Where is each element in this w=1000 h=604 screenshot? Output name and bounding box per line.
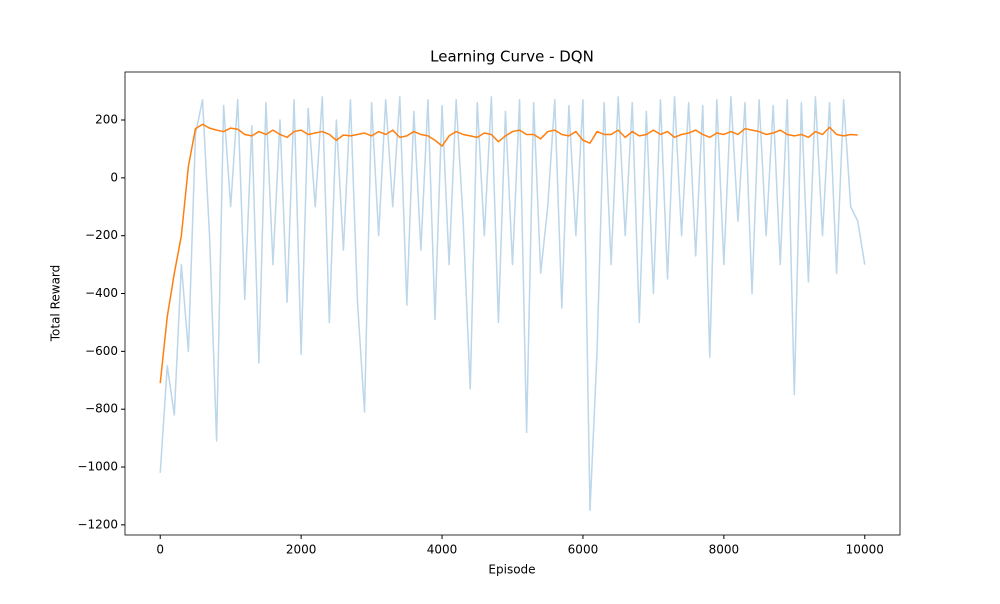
series-line [159,96,866,512]
series-line [159,123,858,384]
y-tick-label: −200 [85,228,118,242]
x-tick-label: 2000 [286,543,317,557]
y-tick-label: 0 [110,170,118,184]
y-tick-label: 200 [95,113,118,127]
plot-frame [124,71,901,536]
x-tick-label: 0 [156,543,164,557]
x-tick-label: 6000 [568,543,599,557]
x-tick-label: 4000 [427,543,458,557]
y-tick-label: −400 [85,286,118,300]
y-tick-label: −600 [85,344,118,358]
x-tick-label: 8000 [709,543,740,557]
x-axis-label: Episode [488,563,535,577]
y-tick-label: −1200 [77,517,118,531]
y-tick-label: −800 [85,402,118,416]
chart-title: Learning Curve - DQN [430,48,594,66]
y-axis-label: Total Reward [49,265,63,343]
x-tick-label: 10000 [846,543,884,557]
y-tick-label: −1000 [77,460,118,474]
